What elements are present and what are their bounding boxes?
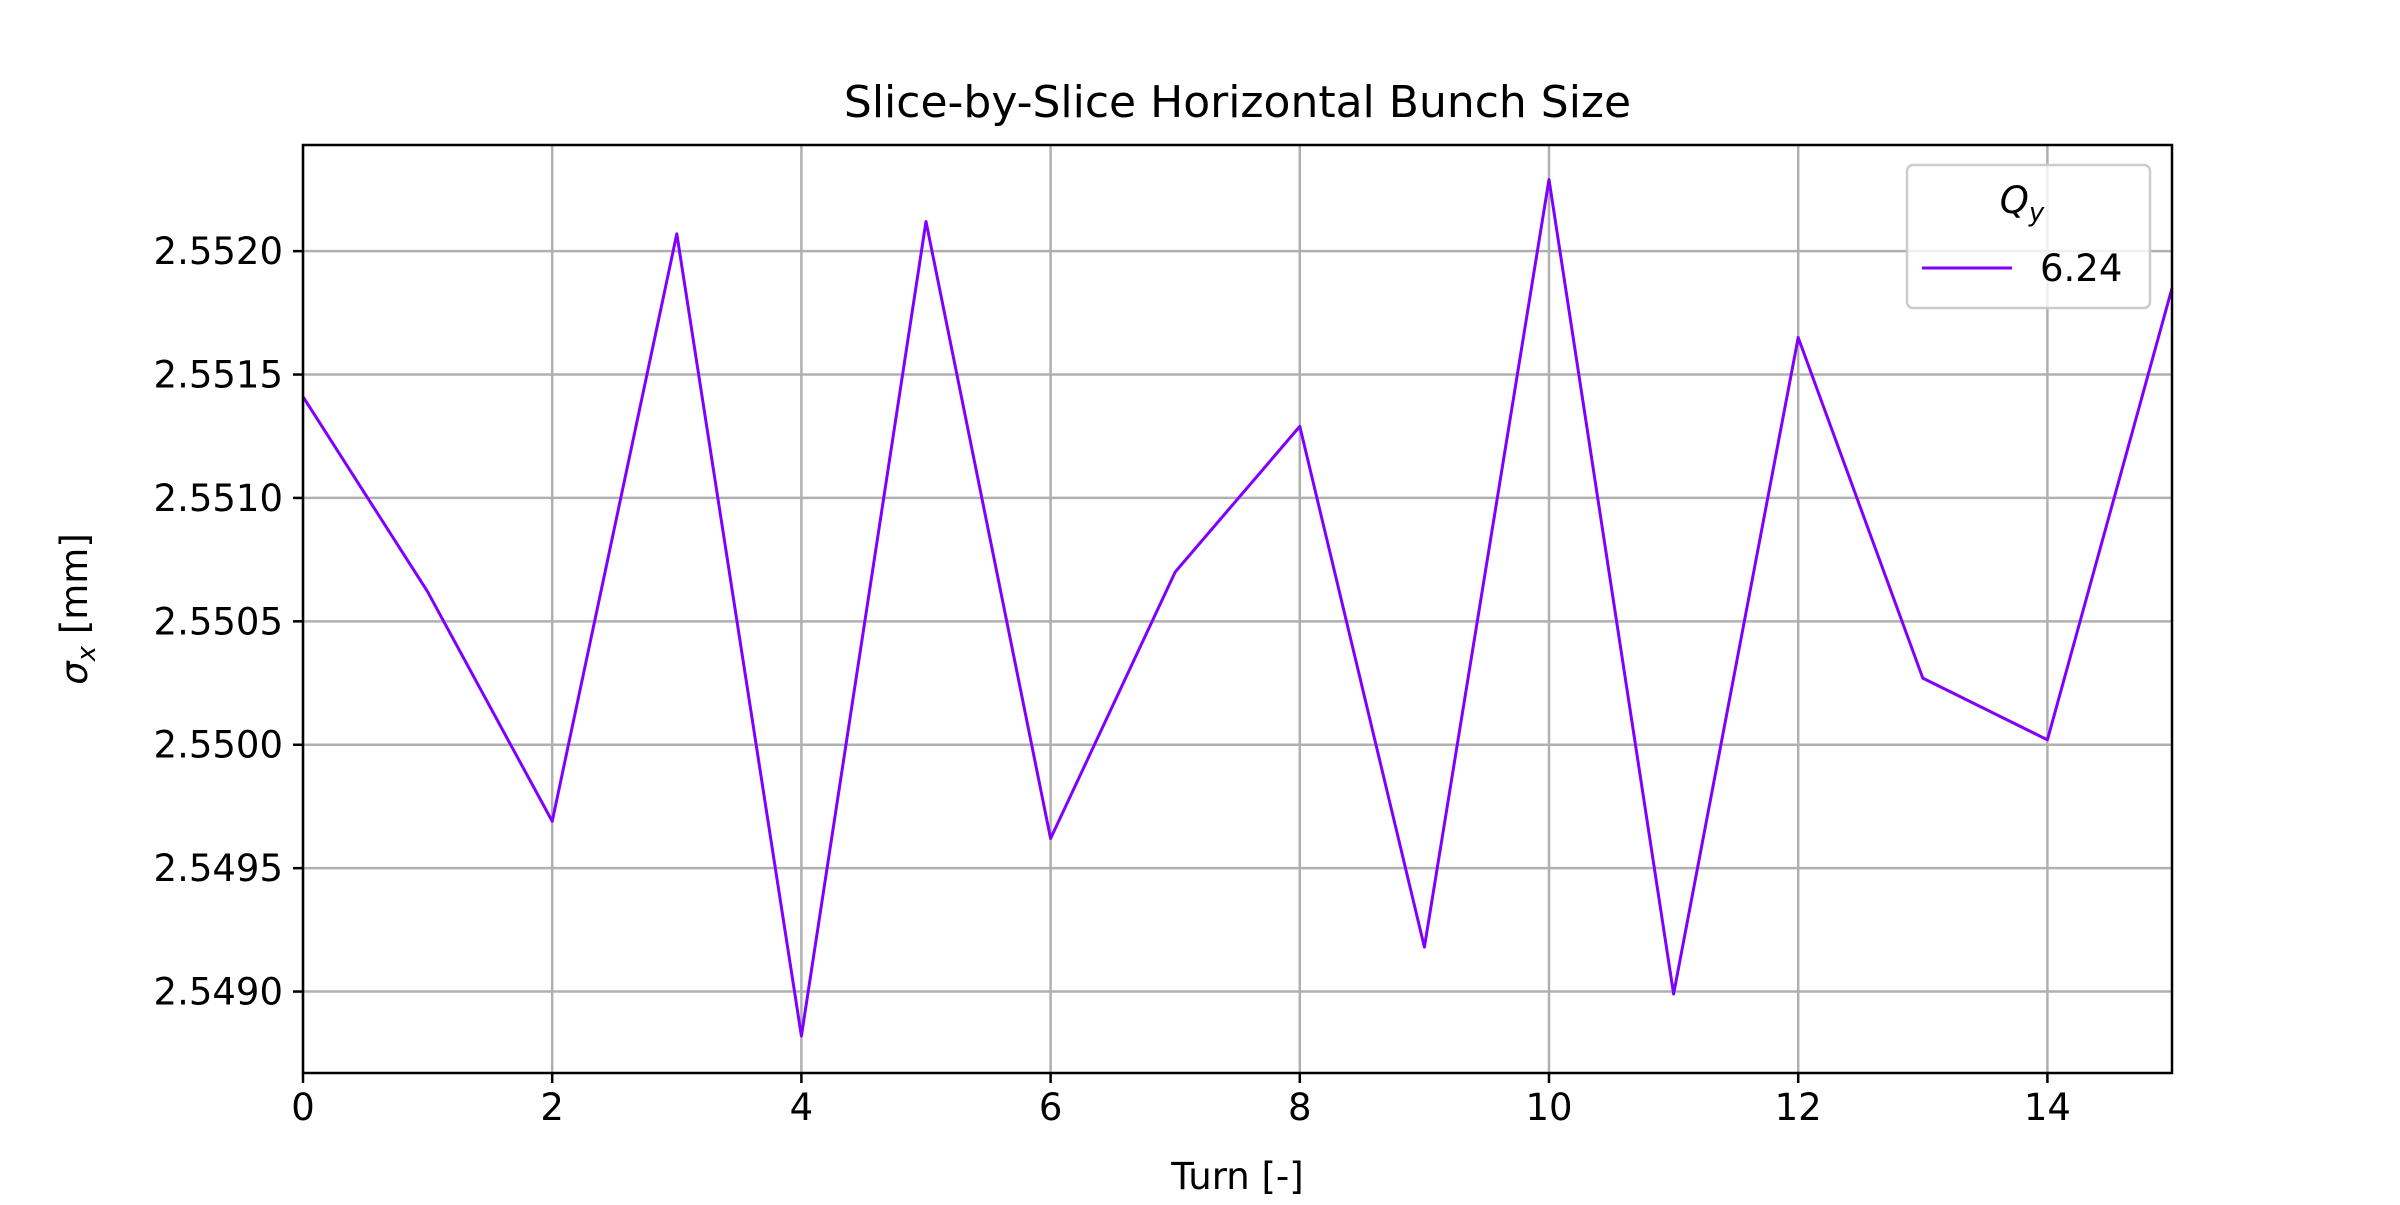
y-tick-label: 2.5490 bbox=[154, 971, 283, 1014]
y-tick-label: 2.5520 bbox=[154, 230, 283, 273]
y-tick-label: 2.5505 bbox=[154, 600, 283, 643]
x-tick-label: 14 bbox=[2024, 1086, 2071, 1129]
x-tick-label: 4 bbox=[790, 1086, 814, 1129]
series-layer bbox=[301, 178, 2174, 1038]
x-tick-label: 10 bbox=[1525, 1086, 1572, 1129]
legend-box bbox=[1905, 163, 2152, 310]
y-tick-label: 2.5500 bbox=[154, 724, 283, 767]
y-axis-label-subscript: x bbox=[72, 645, 102, 662]
y-axis-label: σx [mm] bbox=[53, 533, 102, 685]
legend: Qy 6.24 bbox=[1905, 163, 2152, 310]
plot-frame bbox=[301, 143, 2174, 1075]
chart-title: Slice-by-Slice Horizontal Bunch Size bbox=[844, 77, 1631, 128]
x-tick-label: 0 bbox=[291, 1086, 315, 1129]
x-tick-label: 2 bbox=[540, 1086, 564, 1129]
y-tick-label: 2.5510 bbox=[154, 477, 283, 520]
legend-title: Qy bbox=[2000, 179, 2045, 228]
x-axis-label: Turn [-] bbox=[1170, 1155, 1303, 1198]
x-tick-label: 12 bbox=[1775, 1086, 1822, 1129]
y-tick-label: 2.5515 bbox=[154, 354, 283, 397]
legend-title-symbol: Q bbox=[2000, 179, 2029, 222]
y-tick-label: 2.5495 bbox=[154, 847, 283, 890]
x-tick-label: 6 bbox=[1039, 1086, 1063, 1129]
series-line bbox=[301, 178, 2174, 1038]
ticks: 0 2 4 6 8 10 12 14 2.5490 2.5495 2.5500 2.5505 2.551… bbox=[154, 230, 2071, 1129]
legend-title-subscript: y bbox=[2028, 198, 2045, 228]
x-tick-label: 8 bbox=[1288, 1086, 1312, 1129]
y-axis-label-unit: [mm] bbox=[53, 533, 96, 646]
y-axis-label-symbol: σ bbox=[53, 660, 96, 685]
legend-label: 6.24 bbox=[2040, 247, 2122, 290]
